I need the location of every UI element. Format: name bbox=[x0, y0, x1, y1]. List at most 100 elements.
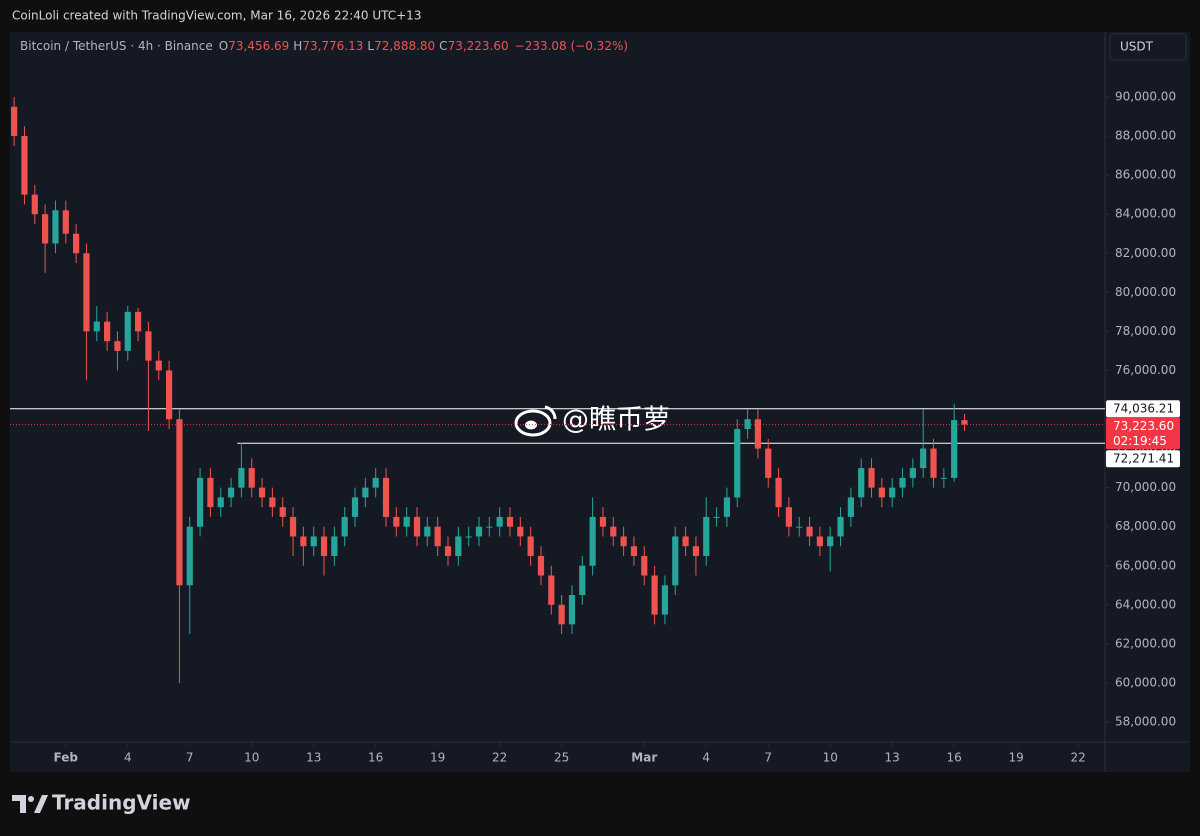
candle-body bbox=[124, 311, 131, 351]
candle-body bbox=[279, 507, 286, 517]
hline-label-box bbox=[1106, 400, 1180, 418]
candle-body bbox=[661, 585, 669, 615]
candle-body bbox=[816, 536, 823, 547]
watermark: @瞧币萝 bbox=[562, 405, 670, 436]
candle-body bbox=[651, 575, 658, 615]
candle-body bbox=[548, 575, 555, 605]
last-price-label: 73,223.60 bbox=[1113, 419, 1174, 433]
candle-body bbox=[21, 136, 28, 195]
candle-body bbox=[537, 555, 545, 576]
x-tick-label: Mar bbox=[631, 751, 657, 765]
candle-body bbox=[517, 526, 524, 537]
candle-body bbox=[682, 536, 689, 547]
hline-label: 72,271.41 bbox=[1113, 451, 1174, 465]
candle-body bbox=[703, 516, 710, 556]
y-tick-label: 60,000.00 bbox=[1115, 675, 1176, 689]
candle-body bbox=[806, 526, 813, 537]
candle-body bbox=[765, 448, 772, 478]
candle-body bbox=[486, 526, 493, 528]
candle-body bbox=[238, 468, 245, 488]
candle-body bbox=[527, 536, 534, 556]
weibo-logo bbox=[514, 405, 557, 437]
y-tick-label: 82,000.00 bbox=[1115, 246, 1176, 260]
y-tick-label: 76,000.00 bbox=[1115, 363, 1176, 377]
y-tick-label: 66,000.00 bbox=[1115, 558, 1176, 572]
candle-body bbox=[785, 507, 792, 527]
candle-body bbox=[114, 341, 121, 351]
y-tick-label: 68,000.00 bbox=[1115, 519, 1176, 533]
y-tick-label: 62,000.00 bbox=[1115, 636, 1176, 650]
candle-body bbox=[207, 477, 214, 508]
candle-body bbox=[889, 487, 896, 498]
candle-body bbox=[320, 536, 328, 556]
candle-body bbox=[610, 526, 617, 537]
candle-body bbox=[403, 516, 410, 527]
x-tick-label: 22 bbox=[1071, 751, 1086, 765]
candle-body bbox=[372, 477, 379, 488]
currency: USDT bbox=[1120, 40, 1154, 54]
candle-body bbox=[496, 516, 503, 527]
ohlc-value: 73,456.69 bbox=[228, 39, 289, 53]
candle-body bbox=[145, 331, 152, 361]
candle-body bbox=[723, 497, 731, 517]
candle-body bbox=[920, 448, 927, 469]
candle-body bbox=[847, 497, 854, 517]
candle-body bbox=[641, 555, 648, 576]
y-tick-label: 58,000.00 bbox=[1115, 715, 1176, 729]
candle-body bbox=[42, 214, 49, 244]
candle-body bbox=[382, 477, 390, 517]
candle-body bbox=[899, 477, 906, 488]
candle-body bbox=[269, 497, 276, 508]
candle-body bbox=[31, 194, 38, 215]
y-tick-label: 90,000.00 bbox=[1115, 90, 1176, 104]
candle-body bbox=[227, 487, 235, 498]
x-tick-label: 19 bbox=[430, 751, 445, 765]
candle-body bbox=[827, 536, 834, 547]
candle-body bbox=[475, 526, 483, 537]
candle-body bbox=[413, 516, 421, 537]
candle-body bbox=[62, 210, 69, 234]
candle-body bbox=[434, 526, 441, 547]
y-tick-label: 80,000.00 bbox=[1115, 285, 1176, 299]
y-tick-label: 84,000.00 bbox=[1115, 207, 1176, 221]
candle-body bbox=[754, 419, 762, 449]
candle-body bbox=[775, 477, 782, 508]
candle-body bbox=[713, 516, 720, 518]
candle-body bbox=[734, 429, 741, 498]
candle-body bbox=[506, 516, 514, 527]
candle-body bbox=[73, 233, 80, 254]
candle-body bbox=[93, 321, 100, 332]
brand-logo bbox=[12, 795, 48, 813]
candle-body bbox=[620, 536, 627, 547]
candle-body bbox=[248, 468, 255, 488]
candle-body bbox=[672, 536, 679, 586]
x-tick-label: 16 bbox=[947, 751, 962, 765]
x-tick-label: 4 bbox=[124, 751, 132, 765]
symbol-row: Bitcoin / TetherUS · 4h · Binance O73,456… bbox=[20, 39, 628, 53]
candle-body bbox=[744, 419, 751, 430]
x-tick-label: 13 bbox=[885, 751, 900, 765]
candle-body bbox=[52, 210, 59, 244]
x-tick-label: 10 bbox=[823, 751, 838, 765]
x-tick-label: 19 bbox=[1009, 751, 1024, 765]
symbol: Bitcoin / TetherUS · 4h · Binance bbox=[20, 39, 213, 53]
x-tick-label: 7 bbox=[764, 751, 772, 765]
ohlc-value: 73,223.60 bbox=[448, 39, 509, 53]
candle-body bbox=[837, 516, 844, 537]
ohlc-value: 73,776.13 bbox=[302, 39, 363, 53]
candle-body bbox=[331, 536, 338, 556]
candle-body bbox=[568, 595, 576, 625]
candle-body bbox=[258, 487, 266, 498]
x-tick-label: 22 bbox=[492, 751, 507, 765]
x-tick-label: 25 bbox=[554, 751, 569, 765]
candle-body bbox=[300, 536, 307, 547]
candle-body bbox=[444, 546, 452, 556]
ohlc-key: H bbox=[293, 39, 302, 53]
candle-body bbox=[579, 565, 586, 596]
candle-body bbox=[83, 253, 90, 332]
candle-body bbox=[424, 526, 431, 537]
brand: TradingView bbox=[52, 791, 191, 815]
change: −233.08 (−0.32%) bbox=[515, 39, 628, 53]
candle-body bbox=[951, 420, 958, 478]
ohlc-key: O bbox=[219, 39, 228, 53]
